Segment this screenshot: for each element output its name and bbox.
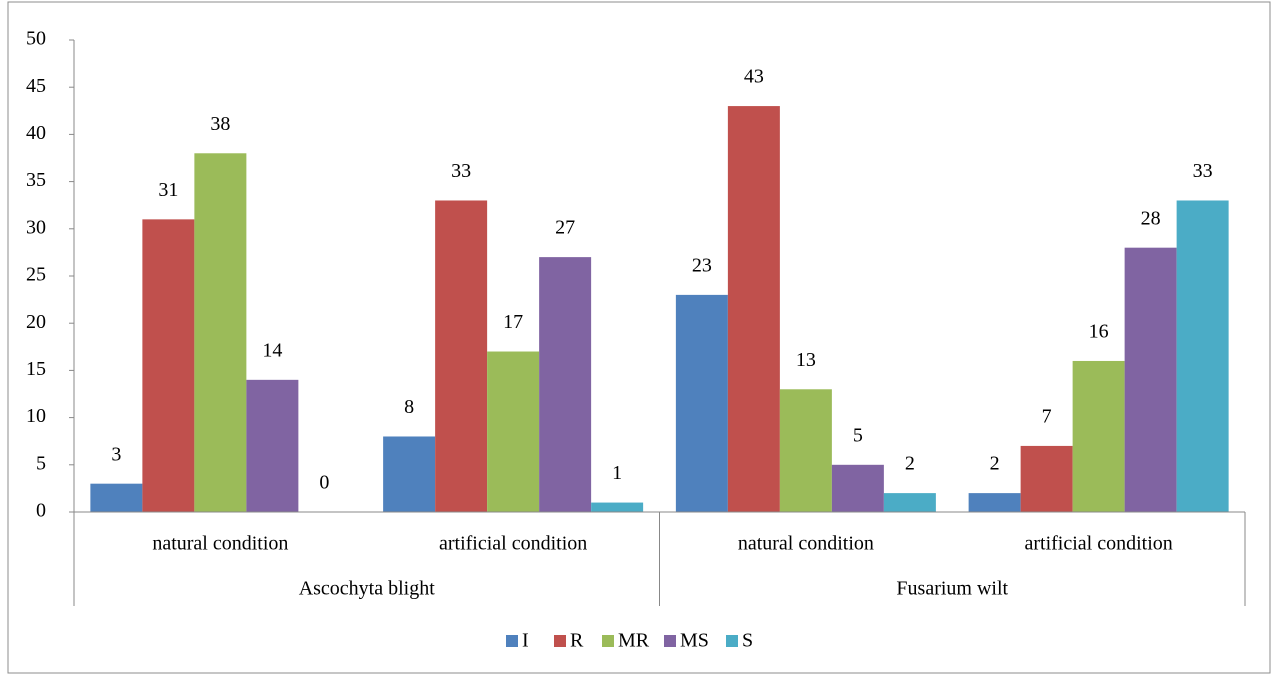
- group-label: Fusarium wilt: [896, 578, 1008, 600]
- legend-label: S: [742, 630, 753, 652]
- y-tick-label: 50: [26, 28, 46, 50]
- legend-label: MR: [618, 630, 650, 652]
- bar: [246, 379, 299, 512]
- legend-swatch: [602, 635, 614, 647]
- y-tick-label: 15: [26, 358, 46, 380]
- bar: [779, 389, 832, 512]
- bar: [831, 464, 884, 512]
- bar: [487, 351, 540, 512]
- bar: [675, 294, 728, 512]
- data-label: 27: [555, 217, 575, 239]
- data-label: 33: [451, 160, 471, 182]
- data-label: 5: [853, 424, 863, 446]
- legend-swatch: [506, 635, 518, 647]
- bar: [1124, 247, 1177, 512]
- data-label: 3: [111, 443, 121, 465]
- data-label: 23: [692, 254, 712, 276]
- bar: [383, 436, 436, 512]
- data-label: 1: [612, 462, 622, 484]
- bar: [727, 106, 780, 512]
- legend-label: MS: [680, 630, 709, 652]
- bar: [194, 153, 247, 512]
- bar: [591, 502, 644, 512]
- y-tick-label: 35: [26, 169, 46, 191]
- data-label: 0: [319, 472, 329, 494]
- bar: [1072, 360, 1125, 512]
- x-tick-label: artificial condition: [439, 533, 587, 555]
- chart-border: [7, 1, 1271, 674]
- legend-label: R: [570, 630, 584, 652]
- data-label: 31: [158, 179, 178, 201]
- legend-swatch: [664, 635, 676, 647]
- y-tick-label: 20: [26, 311, 46, 333]
- x-tick-label: natural condition: [738, 533, 874, 555]
- data-label: 17: [503, 311, 523, 333]
- data-label: 14: [262, 339, 282, 361]
- data-label: 2: [905, 453, 915, 475]
- data-label: 38: [210, 113, 230, 135]
- legend-swatch: [554, 635, 566, 647]
- x-tick-label: artificial condition: [1024, 533, 1172, 555]
- bar: [435, 200, 488, 513]
- data-label: 7: [1042, 406, 1052, 428]
- bar: [539, 257, 592, 512]
- group-label: Ascochyta blight: [299, 578, 436, 600]
- bar: [968, 493, 1021, 512]
- bar: [142, 219, 195, 513]
- data-label: 8: [404, 396, 414, 418]
- y-tick-label: 25: [26, 264, 46, 286]
- data-label: 33: [1193, 160, 1213, 182]
- y-tick-label: 40: [26, 122, 46, 144]
- bar: [1176, 200, 1229, 513]
- bar: [90, 483, 143, 512]
- y-tick-label: 10: [26, 405, 46, 427]
- legend-swatch: [726, 635, 738, 647]
- y-tick-label: 45: [26, 75, 46, 97]
- data-label: 28: [1141, 207, 1161, 229]
- data-label: 43: [744, 66, 764, 88]
- bar: [883, 493, 936, 512]
- y-tick-label: 5: [36, 452, 46, 474]
- bar: [1020, 445, 1073, 512]
- y-tick-label: 30: [26, 216, 46, 238]
- legend-label: I: [522, 630, 529, 652]
- data-label: 13: [796, 349, 816, 371]
- x-tick-label: natural condition: [152, 533, 288, 555]
- data-label: 2: [990, 453, 1000, 475]
- data-label: 16: [1089, 321, 1109, 343]
- y-tick-label: 0: [36, 500, 46, 522]
